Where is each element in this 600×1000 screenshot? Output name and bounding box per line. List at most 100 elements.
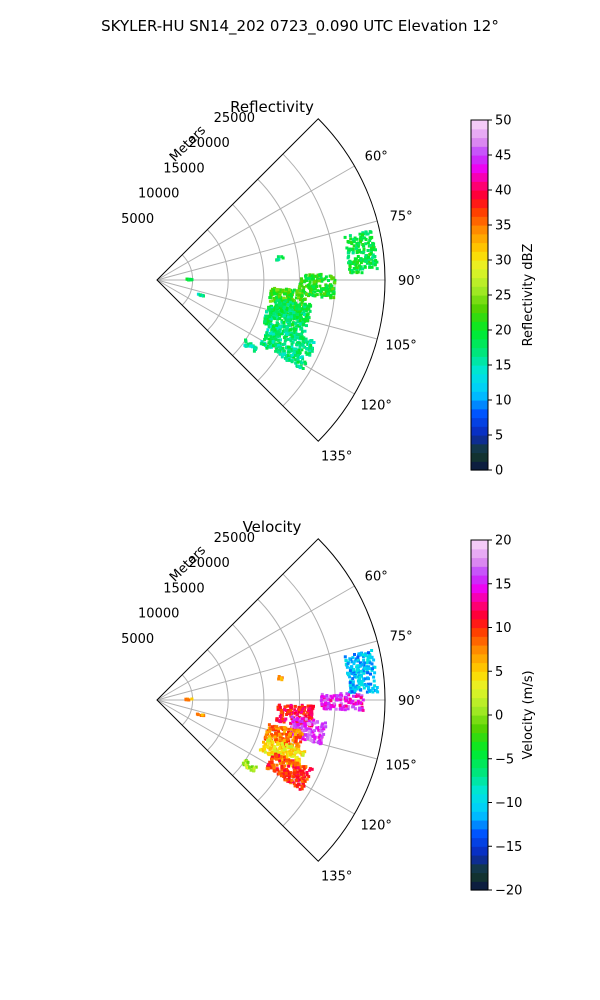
azimuth-tick-label: 90° — [398, 274, 421, 289]
echo-pixel — [289, 705, 293, 709]
echo-pixel — [284, 771, 288, 775]
colorbar-segment — [471, 802, 488, 812]
echo-pixel — [367, 258, 371, 261]
echo-pixel — [352, 705, 356, 709]
echo-pixel — [357, 685, 361, 689]
echo-pixel — [280, 302, 284, 306]
echo-pixel — [353, 653, 356, 656]
echo-pixel — [336, 694, 339, 698]
colorbar-tick-label: 0 — [495, 709, 503, 724]
echo-pixel — [320, 692, 324, 696]
echo-pixel — [272, 344, 275, 348]
echo-pixel — [316, 740, 320, 744]
echo-pixel — [359, 266, 363, 270]
echo-pixel — [276, 707, 280, 711]
echo-pixel — [306, 283, 310, 287]
colorbar-segment — [471, 146, 488, 156]
echo-pixel — [200, 713, 204, 717]
echo-pixel — [300, 303, 304, 307]
echo-pixel — [311, 277, 315, 281]
colorbar-segment — [471, 575, 488, 585]
colorbar-segment — [471, 837, 488, 847]
echo-pixel — [352, 694, 355, 698]
echo-pixel — [292, 749, 296, 753]
echo-pixel — [267, 763, 271, 767]
echo-pixel — [364, 684, 368, 688]
echo-pixel — [320, 287, 323, 291]
echo-pixel — [347, 254, 351, 258]
echo-pixel — [348, 267, 352, 271]
colorbar-segment — [471, 688, 488, 699]
echo-pixel — [350, 240, 353, 244]
echo-pixel — [287, 739, 291, 743]
colorbar-segment — [471, 610, 488, 620]
echo-pixel — [297, 705, 301, 709]
echo-pixel — [274, 750, 278, 754]
echo-pixel — [253, 348, 257, 351]
echo-pixel — [288, 298, 292, 301]
echo-pixel — [286, 704, 290, 708]
echo-pixel — [268, 310, 272, 314]
echo-pixel — [281, 256, 285, 260]
echo-pixel — [302, 765, 306, 769]
echo-pixel — [301, 344, 305, 348]
echo-pixel — [292, 722, 296, 725]
colorbar-segment — [471, 400, 488, 410]
echo-pixel — [367, 255, 370, 259]
echo-pixel — [345, 665, 349, 669]
echo-pixel — [300, 779, 304, 783]
echo-pixel — [277, 733, 280, 737]
echo-pixel — [275, 757, 278, 761]
echo-pixel — [274, 728, 277, 732]
echo-pixel — [367, 689, 371, 693]
colorbar-tick-label: 0 — [495, 464, 503, 479]
echo-pixel — [287, 293, 291, 296]
echo-pixel — [364, 259, 368, 263]
colorbar: 0 5 10 15 20 25 30 35 40 45 50 Reflectivity dBZ — [470, 114, 536, 479]
echo-pixel — [325, 284, 329, 288]
echo-pixel — [323, 695, 327, 699]
echo-pixel — [283, 342, 287, 346]
echo-pixel — [310, 721, 314, 725]
echo-pixel — [344, 662, 348, 666]
echo-pixel — [294, 747, 298, 751]
echo-pixel — [274, 324, 278, 328]
echo-pixel — [301, 342, 305, 346]
echo-pixel — [278, 341, 282, 345]
echo-pixel — [296, 726, 300, 730]
echo-pixel — [362, 678, 366, 682]
echo-pixel — [189, 277, 192, 281]
echo-pixel — [275, 296, 279, 300]
echo-pixel — [288, 761, 291, 765]
echo-pixel — [275, 327, 279, 330]
echo-pixel — [294, 361, 298, 365]
colorbar-segment — [471, 776, 488, 786]
echo-pixel — [278, 327, 282, 331]
colorbar-segment — [471, 872, 488, 882]
echo-pixel — [306, 304, 310, 308]
echo-pixel — [298, 315, 302, 319]
echo-pixel — [300, 771, 304, 775]
echo-pixel — [348, 260, 352, 264]
echo-pixel — [271, 325, 275, 329]
echo-pixel — [330, 696, 334, 700]
colorbar-segment — [471, 242, 488, 252]
echo-pixel — [355, 244, 358, 248]
echo-pixel — [285, 732, 289, 736]
echo-pixel — [331, 288, 335, 292]
echo-pixel — [291, 302, 295, 306]
echo-pixel — [361, 698, 365, 702]
echo-pixel — [290, 717, 294, 721]
echo-pixel — [348, 265, 352, 269]
echo-pixel — [338, 707, 342, 711]
echo-pixel — [284, 709, 288, 712]
echo-pixel — [282, 755, 286, 759]
echo-pixel — [264, 742, 268, 746]
echo-pixel — [320, 702, 324, 706]
echo-pixel — [358, 661, 362, 665]
echo-pixel — [279, 332, 283, 336]
echo-pixel — [364, 652, 368, 656]
echo-pixel — [308, 767, 312, 771]
echo-pixel — [279, 308, 283, 312]
echo-pixel — [270, 743, 274, 747]
